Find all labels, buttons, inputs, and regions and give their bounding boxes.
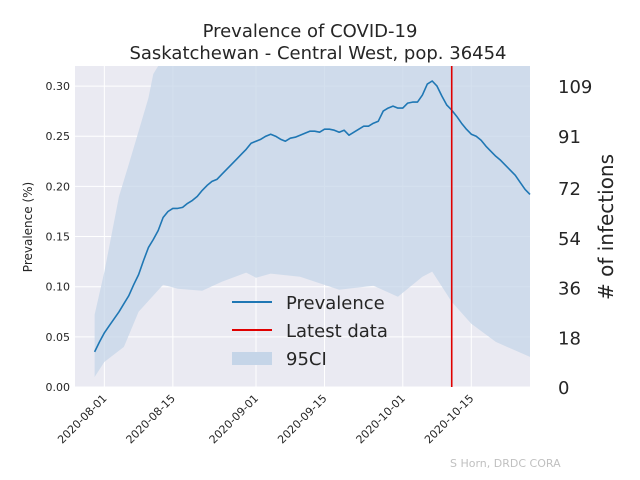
x-tick-label: 2020-08-01 [55,392,109,446]
y-tick-label-left: 0.00 [46,381,71,394]
x-tick-label: 2020-10-15 [422,392,476,446]
y-tick-label-left: 0.15 [46,231,71,244]
x-tick-label: 2020-08-15 [124,392,178,446]
y-axis-right-label: # of infections [594,154,618,300]
y-tick-label-right: 109 [558,77,592,98]
y-tick-label-left: 0.20 [46,180,71,193]
y-axis-right-ticks: 0 18 36 54 72 91 109 [558,77,592,399]
y-tick-label-right: 18 [558,328,581,349]
x-tick-label: 2020-10-01 [354,392,408,446]
ci-band-95 [94,66,530,377]
legend: Prevalence Latest data 95CI [232,293,388,370]
y-axis-left-ticks: 0.00 0.05 0.10 0.15 0.20 0.25 0.30 [46,80,71,394]
y-tick-label-left: 0.10 [46,281,71,294]
legend-swatch-95ci [232,352,272,365]
y-tick-label-right: 91 [558,127,581,148]
legend-label-latest: Latest data [286,321,388,342]
x-tick-label: 2020-09-15 [275,392,329,446]
y-tick-label-right: 36 [558,279,581,300]
y-axis-left-label: Prevalence (%) [21,182,35,272]
credit-text: S Horn, DRDC CORA [450,457,561,470]
x-tick-label: 2020-09-01 [207,392,261,446]
chart-title-line2: Saskatchewan - Central West, pop. 36454 [129,43,506,64]
prevalence-line [93,80,531,353]
y-tick-label-left: 0.30 [46,80,71,93]
x-axis-ticks: 2020-08-01 2020-08-15 2020-09-01 2020-09-15… [55,392,476,446]
chart-title-line1: Prevalence of COVID-19 [203,21,418,42]
y-tick-label-left: 0.05 [46,331,71,344]
legend-label-prevalence: Prevalence [286,293,385,314]
y-tick-label-right: 54 [558,229,581,250]
y-tick-label-left: 0.25 [46,130,71,143]
y-tick-label-right: 0 [558,378,569,399]
legend-label-95ci: 95CI [286,349,327,370]
y-tick-label-right: 72 [558,179,581,200]
